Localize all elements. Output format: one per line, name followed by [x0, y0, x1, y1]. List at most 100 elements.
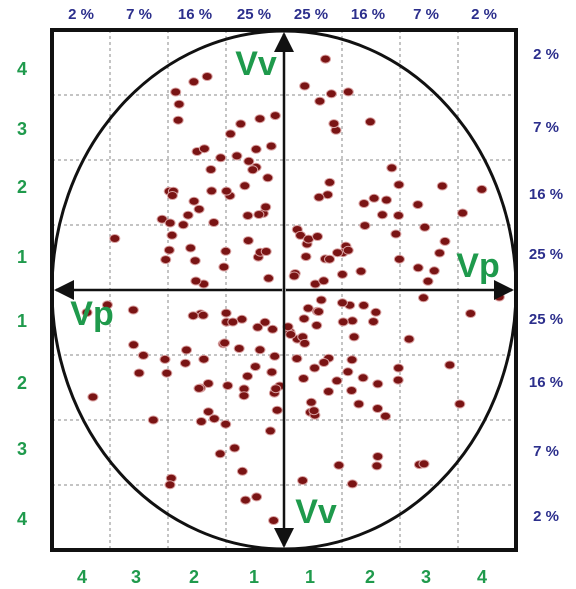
- top-label: 25 %: [294, 6, 328, 23]
- dot: [187, 311, 199, 321]
- dot: [325, 89, 337, 99]
- top-label: 16 %: [178, 6, 212, 23]
- dot: [253, 210, 265, 219]
- bottom-label: 1: [305, 567, 315, 587]
- dot: [372, 404, 384, 413]
- bottom-label: 1: [249, 567, 259, 587]
- axis-label: Vv: [295, 493, 337, 531]
- dot: [242, 371, 253, 381]
- bottom-label: 4: [77, 567, 87, 587]
- dot: [221, 186, 232, 196]
- dot: [288, 271, 300, 281]
- right-label: 25 %: [529, 246, 563, 263]
- dot: [193, 204, 205, 214]
- right-label: 7 %: [533, 443, 559, 460]
- dot: [376, 210, 388, 220]
- dot: [457, 208, 469, 218]
- axis-label: Vp: [70, 295, 113, 333]
- dot: [195, 417, 207, 426]
- dot: [269, 351, 281, 361]
- dot: [313, 307, 325, 317]
- dot: [418, 293, 429, 303]
- dot: [137, 350, 149, 360]
- left-label: 4: [17, 59, 27, 79]
- dot: [181, 345, 192, 355]
- dot: [336, 269, 348, 279]
- dot: [193, 383, 205, 393]
- right-label: 7 %: [533, 119, 559, 136]
- dot: [250, 144, 262, 154]
- dot: [264, 426, 276, 436]
- dot: [262, 173, 274, 183]
- dot: [238, 391, 250, 401]
- dot: [436, 181, 448, 191]
- dot: [303, 234, 314, 244]
- dot: [202, 407, 214, 417]
- dot: [393, 180, 405, 190]
- left-label: 4: [17, 509, 27, 529]
- bottom-label: 3: [131, 567, 141, 587]
- dot: [386, 163, 398, 173]
- dot: [348, 332, 360, 342]
- dot: [346, 316, 358, 326]
- dot: [243, 156, 255, 166]
- dot: [205, 165, 217, 174]
- dot: [390, 229, 402, 239]
- dot: [359, 221, 371, 231]
- dot: [231, 151, 243, 161]
- dot: [254, 114, 266, 124]
- dot: [268, 516, 280, 525]
- dot: [170, 87, 182, 97]
- dot: [476, 184, 488, 194]
- labels: 2 % 7 % 16 % 25 % 25 % 16 % 7 % 2 % 2 % 7 % 16 % 25…: [17, 6, 563, 587]
- dot: [439, 236, 451, 246]
- ellipse: [50, 29, 518, 551]
- dot: [381, 195, 392, 205]
- bottom-label: 3: [421, 567, 431, 587]
- dot: [177, 220, 189, 230]
- dot: [127, 305, 139, 315]
- dot: [313, 192, 325, 202]
- dot: [251, 492, 263, 502]
- dots: [81, 54, 505, 525]
- dot: [166, 230, 178, 240]
- dot: [342, 245, 354, 255]
- dot: [160, 255, 172, 265]
- dot: [164, 480, 176, 490]
- right-label: 16 %: [529, 186, 563, 203]
- dot: [324, 254, 335, 264]
- dot: [368, 193, 380, 203]
- dot: [208, 414, 220, 424]
- left-label: 1: [17, 311, 27, 331]
- dot: [219, 338, 231, 348]
- left-label: 1: [17, 247, 27, 267]
- dot: [367, 317, 379, 327]
- dot: [393, 254, 405, 264]
- dot: [333, 460, 345, 470]
- bottom-label: 4: [477, 567, 487, 587]
- dot: [101, 300, 113, 310]
- dot: [166, 191, 178, 200]
- dot: [182, 210, 194, 220]
- dot: [493, 292, 505, 302]
- right-label: 25 %: [529, 311, 563, 328]
- dot: [249, 362, 261, 372]
- dot: [403, 334, 415, 344]
- dot: [465, 309, 477, 318]
- right-label: 2 %: [533, 508, 559, 525]
- dot: [236, 314, 248, 324]
- dot: [271, 405, 283, 415]
- dot: [324, 177, 336, 187]
- dot: [161, 368, 173, 378]
- dot: [189, 256, 201, 266]
- left-label: 2: [17, 373, 27, 393]
- dot: [109, 234, 121, 243]
- dot: [252, 322, 264, 332]
- dot: [254, 345, 266, 355]
- dot: [198, 144, 210, 154]
- right-label: 2 %: [533, 46, 559, 63]
- dot: [225, 129, 236, 139]
- dot: [239, 181, 251, 191]
- dot: [260, 202, 272, 212]
- dot: [311, 320, 323, 330]
